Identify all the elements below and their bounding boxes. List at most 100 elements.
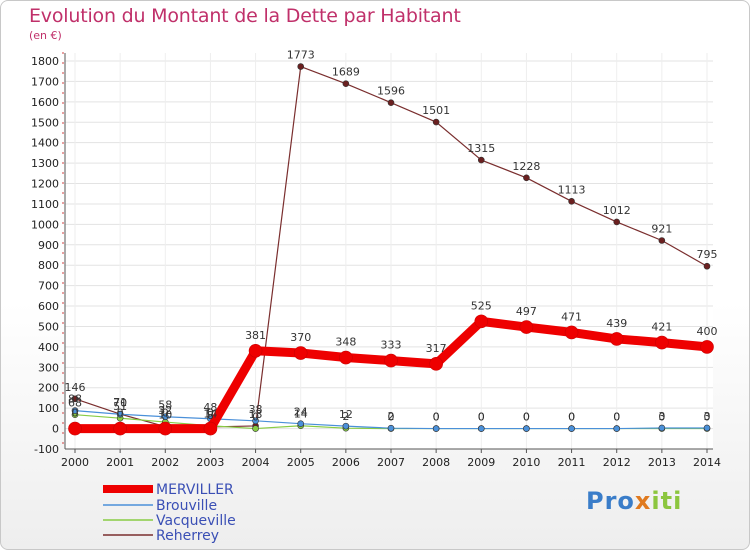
plot-area	[65, 53, 713, 449]
data-label-merviller: 439	[606, 317, 627, 330]
data-label-merviller: 400	[697, 325, 718, 338]
data-label-reherrey: 1501	[422, 104, 450, 117]
data-point-merviller	[339, 350, 353, 365]
data-label-vacqueville: 0	[388, 411, 395, 424]
data-point-merviller	[293, 346, 308, 360]
data-point-brouville	[387, 424, 395, 432]
y-tick-label: 1000	[31, 218, 59, 231]
x-tick-label: 2011	[558, 456, 586, 469]
y-tick-label: 800	[38, 259, 59, 272]
x-tick-label: 2006	[332, 456, 360, 469]
data-label-merviller: 0	[117, 407, 124, 420]
legend-label-reherrey: Reherrey	[156, 528, 219, 544]
data-label-brouville: 38	[249, 403, 263, 416]
data-label-merviller: 333	[381, 339, 402, 352]
data-point-brouville	[568, 425, 575, 432]
x-tick-label: 2005	[287, 456, 315, 469]
data-point-reherrey	[342, 80, 350, 87]
x-tick-label: 2000	[61, 456, 89, 469]
x-tick-label: 2003	[196, 456, 224, 469]
data-point-merviller	[609, 332, 624, 346]
data-label-reherrey: 1773	[287, 49, 315, 62]
data-label-merviller: 348	[335, 336, 356, 349]
data-point-brouville	[116, 410, 124, 418]
data-label-merviller: 421	[651, 321, 672, 334]
data-point-reherrey	[568, 197, 575, 205]
x-tick-label: 2013	[648, 456, 676, 469]
data-label-reherrey: 13	[249, 408, 263, 421]
data-label-reherrey: 146	[65, 381, 86, 394]
data-label-brouville: 88	[68, 393, 82, 406]
y-tick-label: 1600	[31, 96, 59, 109]
data-point-merviller	[68, 421, 82, 436]
y-tick-label: 0	[52, 423, 59, 436]
x-tick-label: 2010	[512, 456, 540, 469]
data-point-merviller	[203, 421, 218, 436]
x-tick-label: 2002	[151, 456, 179, 469]
y-tick-label: 600	[38, 300, 59, 313]
data-point-vacqueville	[252, 425, 259, 432]
data-point-brouville	[703, 424, 711, 432]
data-label-merviller: 525	[471, 299, 492, 312]
data-point-brouville	[432, 425, 440, 432]
data-label-vacqueville: 0	[613, 411, 620, 424]
data-label-vacqueville: 32	[158, 404, 172, 417]
data-label-vacqueville: 2	[342, 410, 349, 423]
data-label-brouville: 3	[658, 410, 665, 423]
data-label-merviller: 0	[207, 407, 214, 420]
x-tick-label: 2007	[377, 456, 405, 469]
data-label-vacqueville: 0	[433, 411, 440, 424]
data-label-reherrey: 71	[113, 396, 127, 409]
data-point-brouville	[161, 413, 169, 421]
data-label-vacqueville: 0	[523, 411, 530, 424]
y-tick-label: 200	[38, 382, 59, 395]
data-label-reherrey: 10	[158, 409, 172, 422]
data-point-brouville	[342, 422, 350, 430]
data-point-reherrey	[613, 218, 621, 226]
x-tick-label: 2004	[242, 456, 270, 469]
y-tick-label: 400	[38, 341, 59, 354]
data-point-brouville	[658, 424, 666, 432]
data-point-merviller	[113, 421, 127, 436]
data-label-merviller: 370	[290, 331, 311, 344]
data-label-merviller: 317	[426, 342, 447, 355]
data-point-brouville	[297, 420, 305, 427]
data-label-reherrey: 1689	[332, 66, 360, 79]
x-tick-label: 2009	[467, 456, 495, 469]
data-label-merviller: 0	[162, 407, 169, 420]
data-label-reherrey: 1315	[467, 142, 495, 155]
y-tick-label: 1700	[31, 75, 59, 88]
data-point-merviller	[158, 421, 173, 436]
y-tick-label: 1800	[31, 55, 59, 68]
chart-title: Evolution du Montant de la Dette par Hab…	[29, 5, 461, 27]
legend-label-vacqueville: Vacqueville	[156, 513, 236, 529]
data-point-reherrey	[71, 395, 79, 403]
data-label-brouville: 48	[203, 401, 217, 414]
data-label-brouville: 0	[613, 411, 620, 424]
data-point-reherrey	[523, 174, 530, 182]
data-label-reherrey: 1596	[377, 85, 405, 98]
data-point-merviller	[519, 320, 534, 334]
data-label-vacqueville: 14	[203, 408, 217, 421]
data-label-reherrey: 1012	[603, 204, 631, 217]
data-label-brouville: 3	[704, 410, 711, 423]
data-point-reherrey	[703, 262, 711, 270]
legend-label-brouville: Brouville	[156, 498, 217, 514]
grid-layer	[65, 53, 713, 450]
data-label-merviller: 381	[245, 329, 266, 342]
legend-label-merviller: MERVILLER	[156, 482, 234, 498]
data-label-reherrey: 1228	[512, 160, 540, 173]
data-point-brouville	[613, 425, 621, 432]
y-tick-label: 700	[38, 280, 59, 293]
data-point-brouville	[477, 425, 485, 432]
data-label-reherrey: 1113	[558, 183, 586, 196]
x-tick-label: 2014	[693, 456, 721, 469]
data-point-reherrey	[387, 99, 395, 106]
data-label-reherrey: 795	[697, 248, 718, 261]
data-label-brouville: 24	[294, 406, 308, 419]
data-point-merviller	[564, 325, 579, 340]
data-point-merviller	[700, 340, 714, 354]
